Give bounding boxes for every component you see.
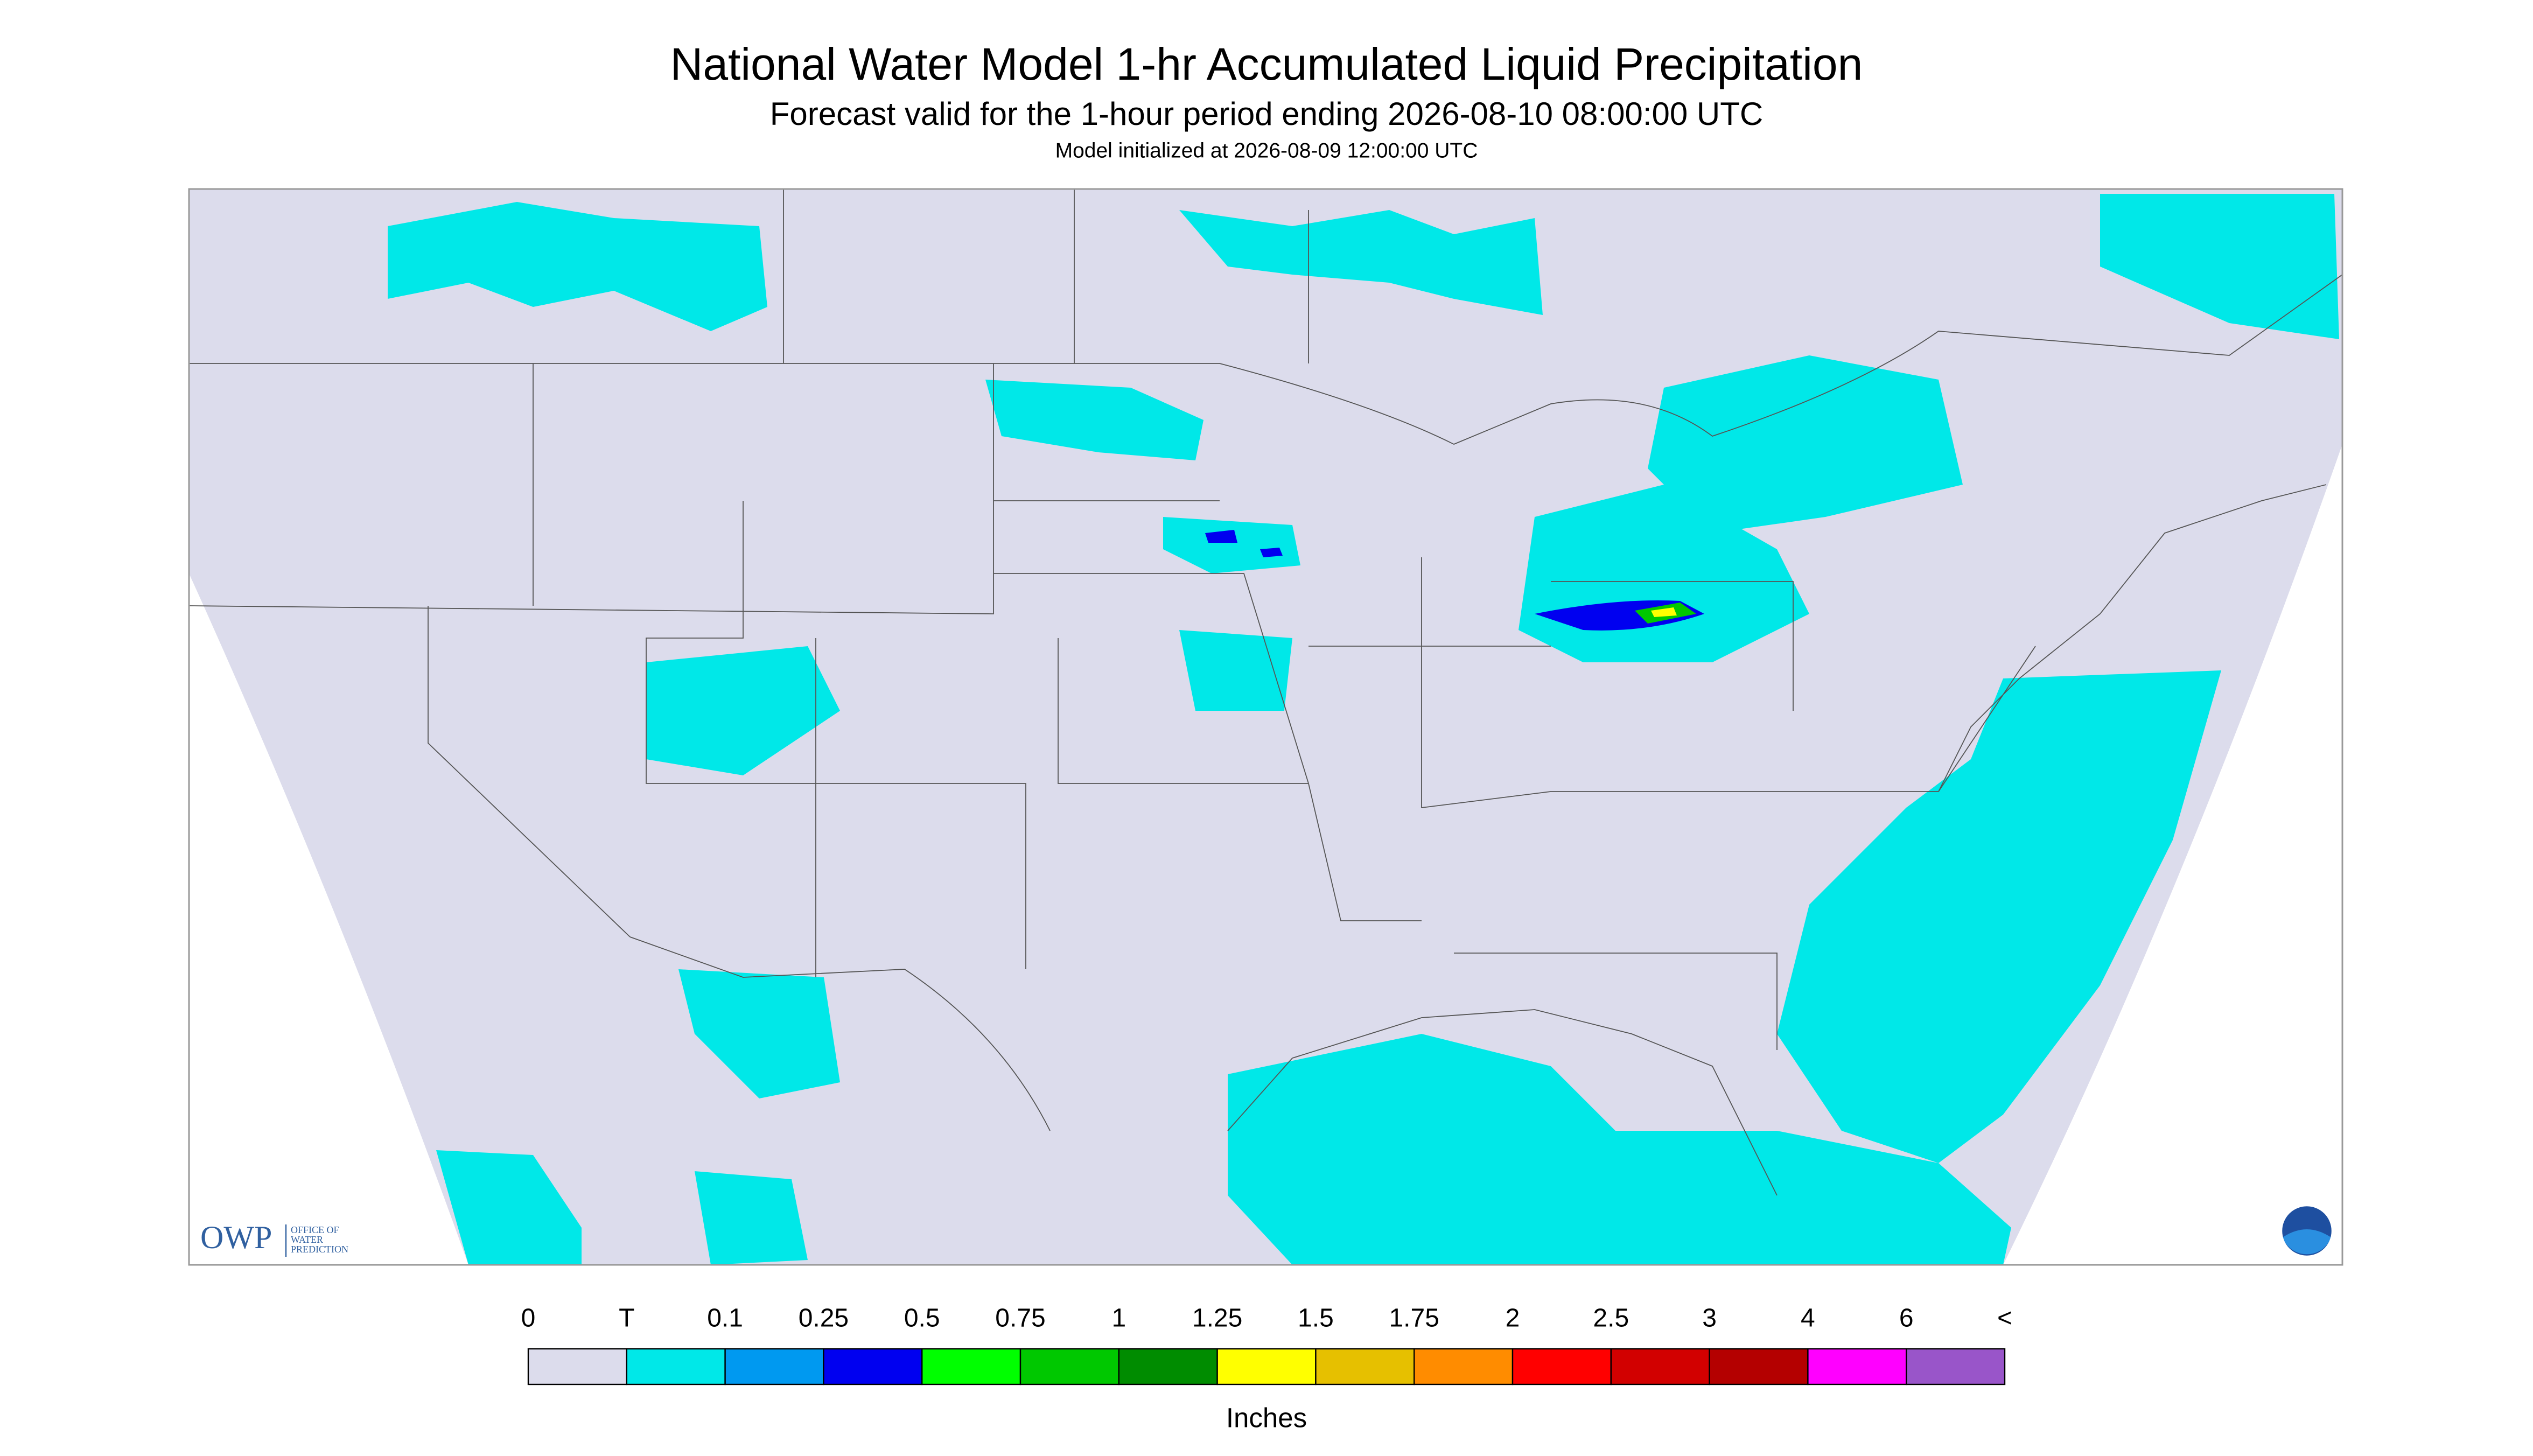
legend-swatch <box>1414 1348 1514 1385</box>
legend-label: 2.5 <box>1593 1304 1629 1333</box>
legend-swatch <box>1118 1348 1218 1385</box>
legend-label: 0 <box>521 1304 536 1333</box>
legend-swatch <box>823 1348 923 1385</box>
map: OWP OFFICE OF WATER PREDICTION <box>188 188 2343 1266</box>
legend-swatch <box>527 1348 628 1385</box>
projection-edge <box>189 573 468 1265</box>
logo-long: PREDICTION <box>291 1244 348 1255</box>
legend-swatch <box>921 1348 1021 1385</box>
legend-label: 6 <box>1899 1304 1914 1333</box>
logo-short: OWP <box>200 1220 272 1255</box>
legend: 0 T 0.1 0.25 0.5 0.75 1 1.25 1.5 1.75 2 2.5 3 4 6 < <box>521 1304 2012 1385</box>
legend-unit: Inches <box>1226 1402 1307 1433</box>
legend-label: 0.1 <box>707 1304 743 1333</box>
precipitation <box>388 194 2339 1265</box>
legend-label: 0.5 <box>904 1304 940 1333</box>
legend-label: 2 <box>1506 1304 1520 1333</box>
legend-swatch <box>1807 1348 1907 1385</box>
legend-label: 1 <box>1111 1304 1126 1333</box>
subtitle: Forecast valid for the 1-hour period end… <box>770 96 1763 132</box>
legend-swatch <box>1019 1348 1120 1385</box>
legend-label: 1.75 <box>1389 1304 1439 1333</box>
projection-edge <box>2003 444 2342 1265</box>
legend-swatch <box>626 1348 726 1385</box>
title: National Water Model 1-hr Accumulated Li… <box>670 39 1863 89</box>
legend-label: 1.5 <box>1298 1304 1334 1333</box>
logo-long: WATER <box>291 1234 323 1245</box>
init-time: Model initialized at 2026-08-09 12:00:00… <box>1055 139 1478 162</box>
legend-swatch <box>1315 1348 1415 1385</box>
legend-label: 0.75 <box>995 1304 1045 1333</box>
legend-label: 3 <box>1702 1304 1717 1333</box>
legend-swatch <box>1512 1348 1612 1385</box>
legend-swatch <box>1610 1348 1710 1385</box>
legend-label: T <box>619 1304 634 1333</box>
legend-swatch <box>1905 1348 2006 1385</box>
map-frame <box>188 188 2343 1266</box>
legend-label: < <box>1997 1304 2012 1333</box>
legend-label: 1.25 <box>1192 1304 1242 1333</box>
legend-label: 0.25 <box>799 1304 849 1333</box>
legend-label: 4 <box>1801 1304 1815 1333</box>
noaa-logo <box>2279 1203 2334 1258</box>
logo-long: OFFICE OF <box>291 1224 339 1235</box>
legend-swatch <box>724 1348 824 1385</box>
legend-swatch <box>1216 1348 1317 1385</box>
boundaries <box>188 189 2343 1196</box>
legend-swatch <box>1709 1348 1809 1385</box>
